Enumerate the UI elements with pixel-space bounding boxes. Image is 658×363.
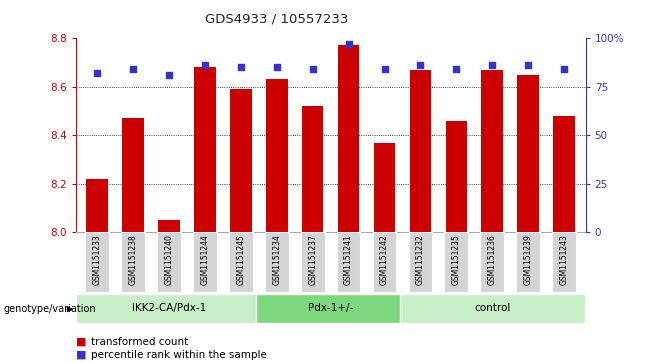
Point [164,72,174,78]
Text: GSM1151242: GSM1151242 [380,234,389,285]
Bar [409,232,432,292]
Point [379,66,390,72]
Bar [517,232,540,292]
Bar [445,232,468,292]
Text: IKK2-CA/Pdx-1: IKK2-CA/Pdx-1 [132,303,206,313]
Text: GSM1151237: GSM1151237 [308,234,317,285]
Point [487,62,497,68]
Bar [399,294,585,323]
Bar [194,67,216,232]
Bar [193,232,216,292]
Point [343,41,354,47]
Bar [445,121,467,232]
Point [307,66,318,72]
Bar [301,232,324,292]
Bar [256,294,405,323]
Bar [229,232,253,292]
Bar [338,45,359,232]
Bar [122,118,144,232]
Bar [265,232,289,292]
Text: ■: ■ [76,350,86,360]
Bar [517,74,539,232]
Text: ■: ■ [76,337,86,347]
Text: GSM1151233: GSM1151233 [93,234,102,285]
Bar [230,89,251,232]
Text: GSM1151239: GSM1151239 [524,234,533,285]
Bar [482,70,503,232]
Text: GSM1151243: GSM1151243 [559,234,569,285]
Bar [121,232,145,292]
Bar [337,232,361,292]
Point [415,62,426,68]
Point [128,66,138,72]
Point [451,66,462,72]
Bar [410,70,431,232]
Bar [374,143,395,232]
Point [236,64,246,70]
Bar [76,294,262,323]
Text: GSM1151245: GSM1151245 [236,234,245,285]
Bar [86,232,109,292]
Text: GDS4933 / 10557233: GDS4933 / 10557233 [205,13,348,26]
Point [199,62,210,68]
Text: genotype/variation: genotype/variation [3,304,96,314]
Text: control: control [474,303,511,313]
Bar [266,79,288,232]
Bar [86,179,108,232]
Text: GSM1151235: GSM1151235 [452,234,461,285]
Text: GSM1151241: GSM1151241 [344,234,353,285]
Point [92,70,103,76]
Text: percentile rank within the sample: percentile rank within the sample [91,350,266,360]
Text: Pdx-1+/-: Pdx-1+/- [308,303,353,313]
Bar [552,232,576,292]
Text: GSM1151240: GSM1151240 [164,234,174,285]
Bar [159,220,180,232]
Text: GSM1151236: GSM1151236 [488,234,497,285]
Bar [553,116,575,232]
Text: GSM1151232: GSM1151232 [416,234,425,285]
Bar [480,232,504,292]
Bar [372,232,396,292]
Point [523,62,534,68]
Bar [302,106,324,232]
Text: GSM1151234: GSM1151234 [272,234,281,285]
Point [272,64,282,70]
Point [559,66,569,72]
Bar [157,232,181,292]
Text: transformed count: transformed count [91,337,188,347]
Text: GSM1151238: GSM1151238 [128,234,138,285]
Text: GSM1151244: GSM1151244 [201,234,209,285]
